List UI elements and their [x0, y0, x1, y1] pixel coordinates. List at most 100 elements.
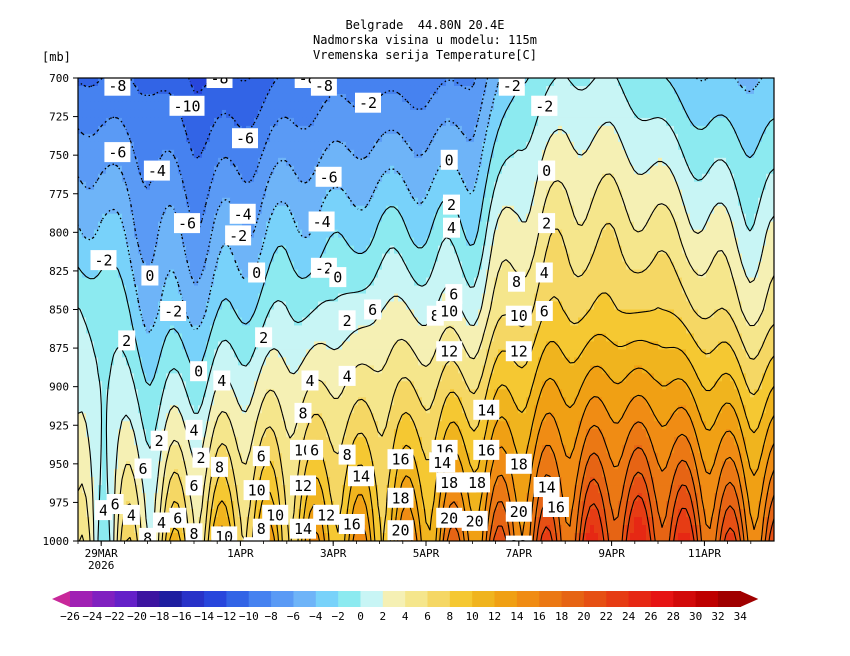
temperature-cell [402, 141, 407, 151]
temperature-cell [198, 301, 203, 311]
temperature-cell [106, 277, 111, 287]
temperature-cell [586, 157, 591, 167]
temperature-cell [282, 109, 287, 119]
temperature-cell [326, 205, 331, 215]
temperature-cell [390, 173, 395, 183]
temperature-cell [706, 133, 711, 143]
temperature-cell [754, 261, 759, 271]
temperature-cell [270, 229, 275, 239]
temperature-cell [558, 165, 563, 175]
temperature-cell [462, 78, 467, 87]
temperature-cell [206, 165, 211, 175]
temperature-cell [662, 189, 667, 199]
temperature-cell [466, 173, 471, 183]
temperature-cell [186, 293, 191, 303]
temperature-cell [518, 157, 523, 167]
temperature-cell [550, 197, 555, 207]
temperature-cell [562, 285, 567, 295]
temperature-cell [122, 245, 127, 255]
temperature-cell [582, 141, 587, 151]
temperature-cell [226, 133, 231, 143]
temperature-cell [446, 141, 451, 151]
temperature-cell [682, 221, 687, 231]
temperature-cell [166, 85, 171, 95]
temperature-cell [382, 205, 387, 215]
temperature-cell [654, 277, 659, 287]
temperature-cell [178, 78, 183, 87]
temperature-cell [478, 245, 483, 255]
temperature-cell [266, 165, 271, 175]
temperature-cell [350, 221, 355, 231]
temperature-cell [418, 205, 423, 215]
temperature-cell [82, 221, 87, 231]
temperature-cell [466, 285, 471, 295]
temperature-cell [434, 245, 439, 255]
temperature-cell [462, 253, 467, 263]
temperature-cell [350, 149, 355, 159]
temperature-cell [570, 149, 575, 159]
temperature-cell [138, 149, 143, 159]
temperature-cell [654, 101, 659, 111]
temperature-cell [162, 149, 167, 159]
temperature-cell [686, 285, 691, 295]
temperature-cell [462, 285, 467, 295]
temperature-cell [222, 141, 227, 151]
temperature-cell [302, 197, 307, 207]
temperature-cell [134, 93, 139, 103]
temperature-cell [698, 213, 703, 223]
temperature-cell [522, 157, 527, 167]
temperature-cell [482, 181, 487, 191]
temperature-cell [590, 205, 595, 215]
temperature-cell [574, 181, 579, 191]
temperature-cell [462, 141, 467, 151]
temperature-cell [390, 221, 395, 231]
temperature-cell [446, 181, 451, 191]
temperature-cell [190, 261, 195, 271]
temperature-cell [306, 101, 311, 111]
temperature-cell [326, 245, 331, 255]
temperature-cell [686, 229, 691, 239]
temperature-cell [542, 285, 547, 295]
temperature-cell [350, 189, 355, 199]
temperature-cell [358, 229, 363, 239]
temperature-cell [258, 125, 263, 135]
temperature-cell [406, 85, 411, 95]
temperature-cell [742, 181, 747, 191]
temperature-cell [746, 101, 751, 111]
temperature-cell [90, 189, 95, 199]
temperature-cell [670, 181, 675, 191]
temperature-cell [606, 285, 611, 295]
temperature-cell [526, 205, 531, 215]
temperature-cell [290, 157, 295, 167]
temperature-cell [350, 165, 355, 175]
temperature-cell [162, 237, 167, 247]
temperature-cell [210, 261, 215, 271]
temperature-cell [546, 78, 551, 87]
temperature-cell [102, 229, 107, 239]
temperature-cell [410, 78, 415, 87]
temperature-cell [374, 245, 379, 255]
temperature-cell [554, 221, 559, 231]
temperature-cell [626, 205, 631, 215]
temperature-cell [142, 245, 147, 255]
temperature-cell [170, 221, 175, 231]
temperature-cell [202, 78, 207, 87]
temperature-cell [114, 173, 119, 183]
temperature-cell [582, 285, 587, 295]
temperature-cell [414, 221, 419, 231]
temperature-cell [202, 237, 207, 247]
temperature-cell [158, 78, 163, 87]
temperature-cell [274, 285, 279, 295]
temperature-cell [698, 197, 703, 207]
temperature-cell [290, 245, 295, 255]
temperature-cell [90, 125, 95, 135]
temperature-cell [570, 165, 575, 175]
temperature-cell [642, 78, 647, 87]
temperature-cell [314, 205, 319, 215]
temperature-cell [346, 173, 351, 183]
temperature-cell [650, 149, 655, 159]
temperature-cell [610, 133, 615, 143]
temperature-cell [154, 237, 159, 247]
temperature-cell [498, 141, 503, 151]
temperature-cell [286, 293, 291, 303]
